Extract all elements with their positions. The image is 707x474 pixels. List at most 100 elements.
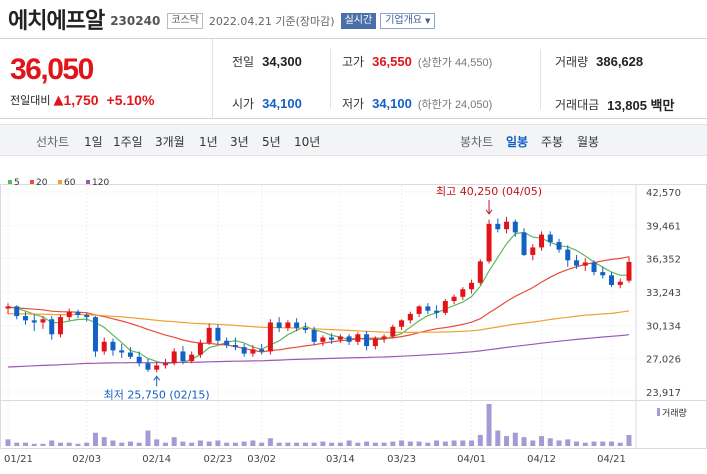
tab-1y[interactable]: 1년: [199, 135, 218, 149]
volume-bar: [556, 440, 562, 446]
candle-body: [189, 354, 195, 362]
tab-3y[interactable]: 3년: [230, 135, 249, 149]
candle-body: [425, 306, 431, 311]
tab-5y[interactable]: 5년: [262, 135, 281, 149]
candle-body: [617, 281, 623, 285]
volume-bar: [206, 441, 212, 446]
volume-bar: [469, 440, 475, 446]
change-percent: +5.10%: [106, 92, 155, 108]
y-tick-label: 36,352: [646, 255, 681, 266]
x-tick-label: 01/21: [4, 454, 33, 465]
candle-body: [31, 320, 37, 323]
volume-bar: [250, 440, 256, 446]
candle-body: [119, 350, 125, 353]
volume-bar: [539, 436, 545, 446]
candle-body: [626, 261, 632, 281]
tab-1d[interactable]: 1일: [84, 135, 103, 149]
volume-bar: [364, 441, 370, 446]
x-tick-label: 03/02: [247, 454, 276, 465]
volume-bar: [31, 443, 37, 446]
volume-bar: [145, 430, 151, 446]
candle-body: [416, 306, 422, 314]
trade-amount: 거래대금 13,805 백만: [555, 95, 674, 114]
y-tick-label: 30,134: [646, 321, 681, 332]
quote-panel: 36,050 전일대비 ▲ 1,750 +5.10% 전일 34,300 시가 …: [0, 38, 707, 119]
candle-body: [451, 296, 457, 302]
prev-close-value: 34,300: [262, 54, 302, 69]
lower-limit: (하한가 24,050): [417, 98, 493, 111]
candle-body: [556, 242, 562, 250]
tab-line-chart[interactable]: 선차트: [36, 135, 70, 149]
legend-swatch: [86, 180, 90, 184]
volume-bar: [259, 442, 265, 446]
candle-body: [407, 313, 413, 321]
candle-body: [434, 310, 440, 313]
candle-body: [49, 319, 55, 335]
volume-bar: [180, 441, 186, 446]
volume-bar: [22, 442, 28, 446]
volume-bar: [197, 440, 203, 446]
candle-body: [390, 326, 396, 337]
candle-body: [320, 337, 326, 342]
ma120-line: [7, 334, 630, 368]
tab-monthly[interactable]: 월봉: [577, 135, 600, 149]
y-tick-label: 39,461: [646, 221, 681, 232]
candle-body: [171, 351, 177, 364]
volume-bar: [136, 442, 142, 446]
realtime-button[interactable]: 실시간: [340, 12, 377, 29]
tab-3m[interactable]: 3개월: [155, 135, 185, 149]
candle-body: [294, 322, 300, 328]
volume-bar: [407, 441, 413, 446]
volume-bar: [530, 440, 536, 446]
change-value: 1,750: [63, 92, 99, 108]
candle-body: [92, 317, 98, 352]
candle-body: [372, 338, 378, 347]
volume-bar: [232, 442, 238, 446]
candle-body: [329, 337, 335, 340]
candle-body: [127, 352, 133, 357]
candle-body: [267, 322, 273, 352]
y-tick-label: 23,917: [646, 388, 681, 399]
candle-body: [521, 232, 527, 255]
volume: 거래량 386,628: [555, 53, 643, 70]
tab-10y[interactable]: 10년: [294, 135, 321, 149]
legend-entry: 5: [14, 178, 20, 188]
candle-body: [609, 275, 615, 285]
candle-body: [600, 272, 606, 276]
candle-body: [539, 234, 545, 248]
tab-weekly[interactable]: 주봉: [541, 135, 564, 149]
volume-bar: [442, 441, 448, 446]
candle-body: [22, 316, 28, 321]
open-price: 시가 34,100: [232, 95, 302, 112]
volume-bar: [460, 440, 466, 446]
volume-legend-label: 거래량: [662, 407, 687, 419]
legend-entry: 120: [92, 178, 109, 188]
divider: [330, 49, 331, 109]
stock-code: 230240: [110, 14, 161, 28]
candle-body: [574, 260, 580, 266]
candle-body: [40, 319, 46, 323]
candle-body: [442, 301, 448, 313]
volume-bar: [346, 440, 352, 446]
x-tick-label: 02/03: [72, 454, 101, 465]
volume-bar: [609, 441, 615, 446]
candle-body: [136, 356, 142, 364]
high-price: 고가 36,550 (상한가 44,550): [342, 53, 492, 70]
tab-1w[interactable]: 1주일: [113, 135, 143, 149]
y-tick-label: 33,243: [646, 288, 681, 299]
open-label: 시가: [232, 97, 255, 111]
candle-body: [162, 363, 168, 366]
price-change: 전일대비 ▲ 1,750 +5.10%: [10, 92, 154, 108]
prev-close: 전일 34,300: [232, 53, 302, 70]
candle-body: [5, 306, 11, 309]
tab-daily[interactable]: 일봉: [506, 135, 529, 149]
volume-bar: [600, 441, 606, 446]
tab-candle-chart[interactable]: 봉차트: [460, 135, 494, 149]
candle-body: [591, 262, 597, 273]
volume-bar: [617, 442, 623, 446]
company-info-dropdown[interactable]: 기업개요 ▼: [380, 12, 436, 29]
volume-bar: [372, 442, 378, 446]
chevron-down-icon: ▼: [425, 16, 431, 25]
upper-limit: (상한가 44,550): [417, 56, 493, 69]
candle-body: [346, 336, 352, 342]
